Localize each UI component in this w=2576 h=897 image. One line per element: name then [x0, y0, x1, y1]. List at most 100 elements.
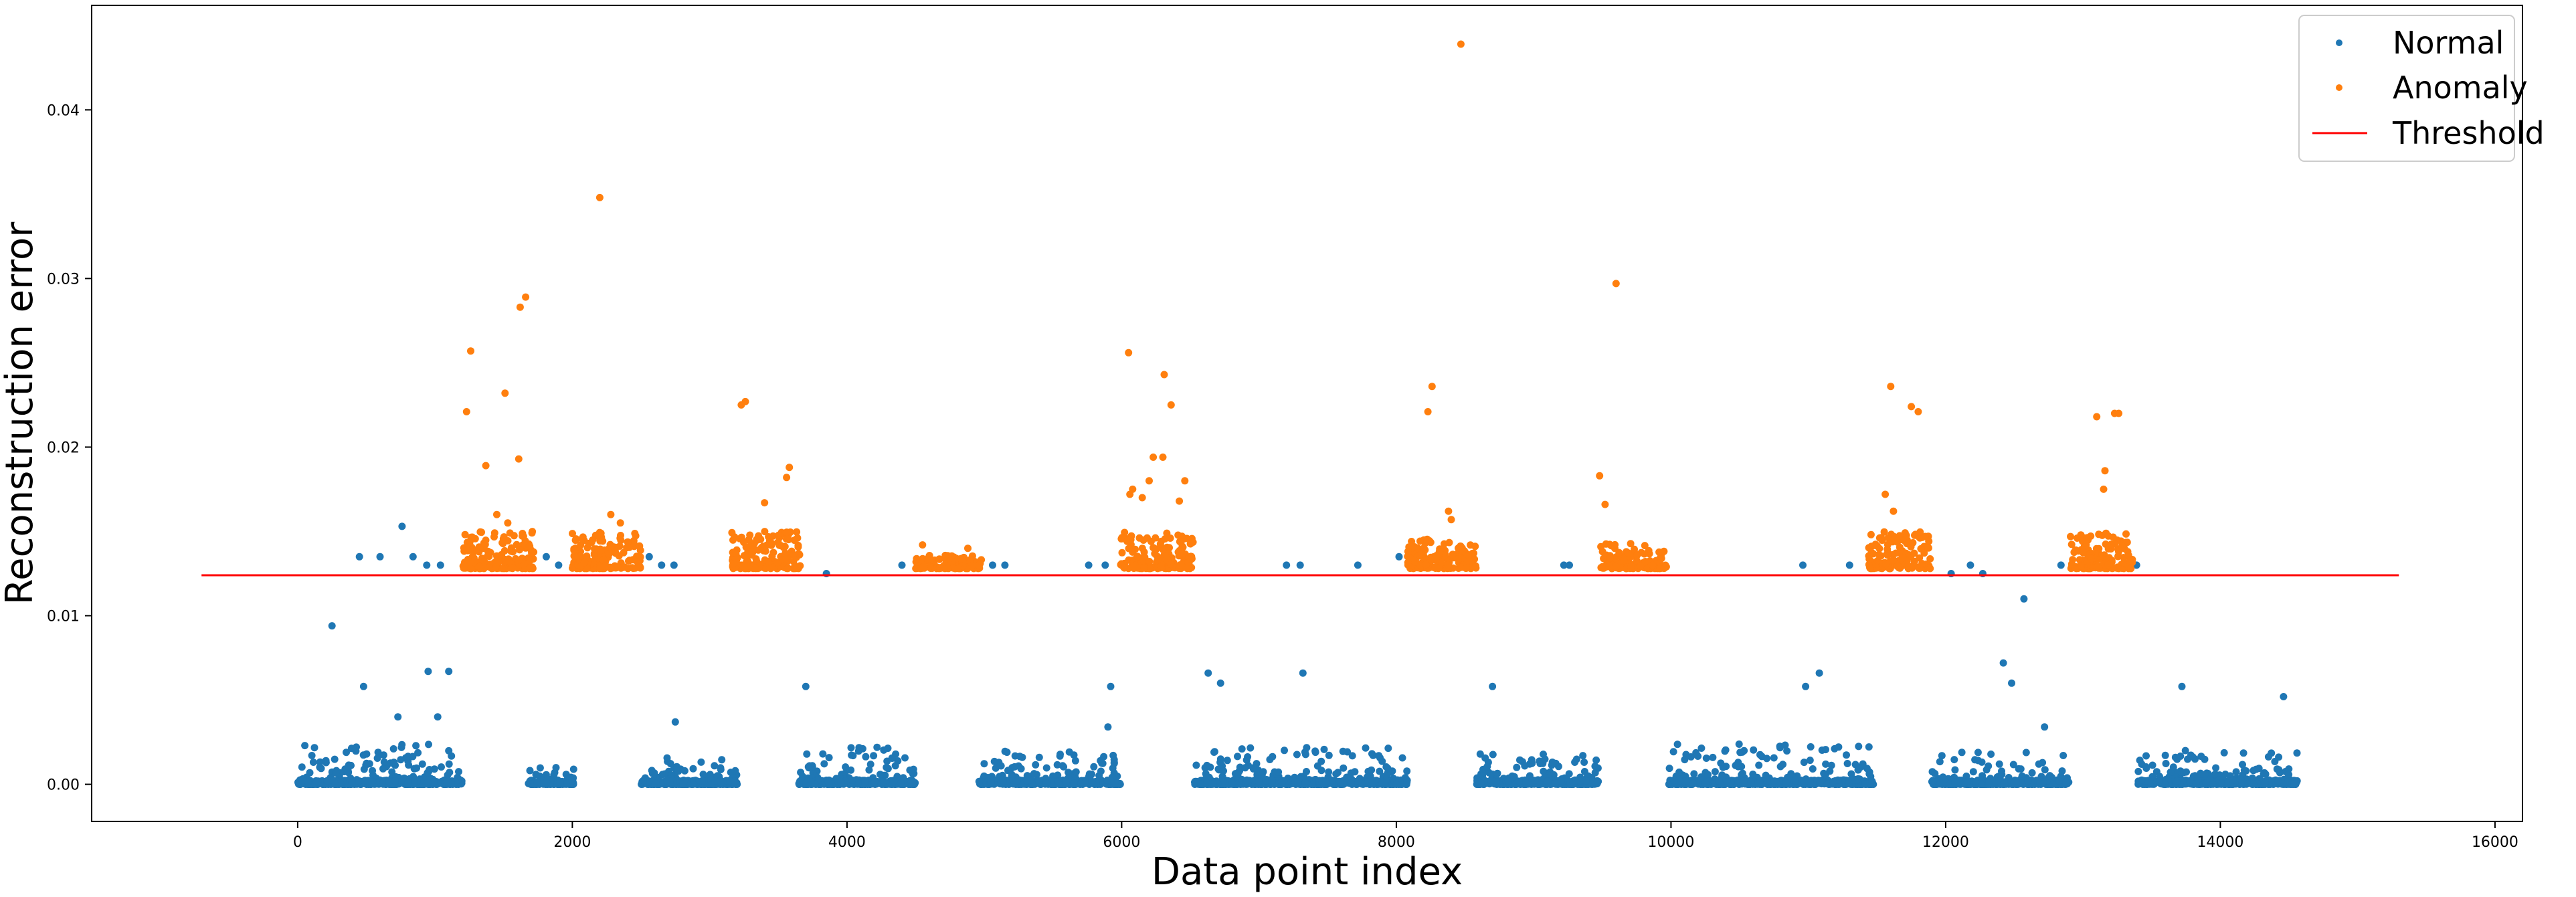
- normal-point: [1325, 751, 1333, 759]
- anomaly-point: [510, 532, 518, 540]
- normal-point: [403, 779, 411, 787]
- normal-point: [1845, 779, 1853, 787]
- normal-point: [898, 561, 906, 569]
- anomaly-point: [628, 564, 636, 572]
- normal-point: [797, 769, 805, 777]
- normal-point: [1536, 760, 1544, 767]
- normal-point: [1554, 763, 1562, 771]
- normal-point: [355, 777, 363, 785]
- normal-point: [711, 762, 719, 770]
- normal-point: [1843, 751, 1850, 759]
- anomaly-point: [743, 557, 751, 565]
- anomaly-point: [729, 536, 737, 544]
- normal-point: [1344, 748, 1352, 756]
- normal-point: [2273, 765, 2281, 773]
- anomaly-point: [476, 528, 484, 536]
- anomaly-point: [577, 541, 585, 549]
- normal-point: [445, 668, 453, 676]
- normal-point: [369, 771, 377, 779]
- anomaly-point: [495, 557, 503, 565]
- normal-point: [1580, 759, 1588, 766]
- normal-point: [2161, 781, 2169, 788]
- normal-point: [374, 749, 382, 757]
- normal-point: [848, 776, 856, 784]
- normal-point: [1829, 778, 1837, 786]
- normal-point: [1395, 553, 1403, 561]
- normal-point: [348, 778, 356, 786]
- normal-point: [1398, 754, 1406, 762]
- normal-point: [569, 765, 577, 773]
- normal-point: [2290, 780, 2298, 788]
- anomaly-point: [1184, 565, 1192, 573]
- anomaly-point: [629, 556, 637, 564]
- normal-point: [446, 769, 454, 777]
- anomaly-point: [732, 550, 740, 558]
- normal-point: [824, 779, 832, 787]
- normal-point: [298, 777, 306, 785]
- normal-point: [1995, 760, 2003, 768]
- normal-point: [1855, 742, 1863, 751]
- normal-point: [1548, 759, 1556, 766]
- normal-point: [1972, 778, 1980, 786]
- normal-point: [418, 760, 426, 768]
- normal-point: [1493, 778, 1500, 786]
- normal-point: [1103, 777, 1111, 784]
- normal-point: [873, 743, 881, 751]
- normal-point: [455, 768, 462, 776]
- normal-point: [2022, 749, 2030, 757]
- normal-point: [2178, 682, 2186, 690]
- normal-point: [862, 753, 870, 761]
- normal-point: [1255, 778, 1263, 786]
- normal-series: [294, 522, 2301, 788]
- normal-point: [1042, 764, 1050, 772]
- anomaly-point: [528, 549, 536, 557]
- normal-point: [1234, 753, 1241, 761]
- anomaly-point: [1125, 544, 1133, 553]
- normal-point: [1690, 770, 1698, 778]
- anomaly-point: [583, 552, 591, 560]
- anomaly-point: [482, 536, 490, 544]
- normal-point: [731, 777, 739, 785]
- normal-point: [1070, 779, 1078, 787]
- anomaly-point: [1416, 537, 1424, 545]
- normal-point: [689, 780, 697, 788]
- normal-point: [391, 777, 399, 785]
- anomaly-point: [775, 531, 783, 539]
- anomaly-point: [526, 557, 534, 565]
- anomaly-point: [470, 554, 478, 562]
- normal-point: [865, 766, 873, 774]
- normal-point: [1809, 765, 1817, 773]
- normal-point: [1308, 780, 1316, 788]
- normal-point: [1697, 744, 1706, 752]
- anomaly-point: [1431, 563, 1439, 571]
- normal-point: [1863, 765, 1871, 773]
- normal-point: [1243, 777, 1251, 785]
- normal-point: [409, 753, 417, 761]
- normal-point: [410, 779, 418, 787]
- anomaly-point: [1471, 562, 1479, 570]
- normal-point: [2284, 771, 2292, 779]
- normal-point: [807, 778, 815, 786]
- normal-point: [317, 765, 325, 773]
- normal-point: [2062, 779, 2070, 787]
- anomaly-point: [769, 532, 777, 540]
- normal-point: [1820, 769, 1828, 777]
- normal-point: [1750, 746, 1758, 754]
- normal-point: [1802, 682, 1810, 690]
- normal-point: [1104, 723, 1112, 731]
- normal-point: [1303, 768, 1310, 775]
- normal-point: [1800, 759, 1808, 767]
- normal-point: [1100, 753, 1108, 761]
- anomaly-point: [783, 528, 791, 536]
- normal-point: [2057, 561, 2065, 569]
- normal-point: [990, 757, 998, 765]
- normal-point: [1088, 777, 1096, 785]
- normal-point: [1485, 769, 1493, 777]
- normal-point: [1376, 767, 1384, 775]
- normal-point: [679, 780, 687, 788]
- normal-point: [2187, 778, 2194, 786]
- normal-point: [1521, 762, 1529, 770]
- normal-point: [1261, 777, 1269, 785]
- normal-point: [1985, 762, 1993, 770]
- normal-point: [1999, 659, 2007, 667]
